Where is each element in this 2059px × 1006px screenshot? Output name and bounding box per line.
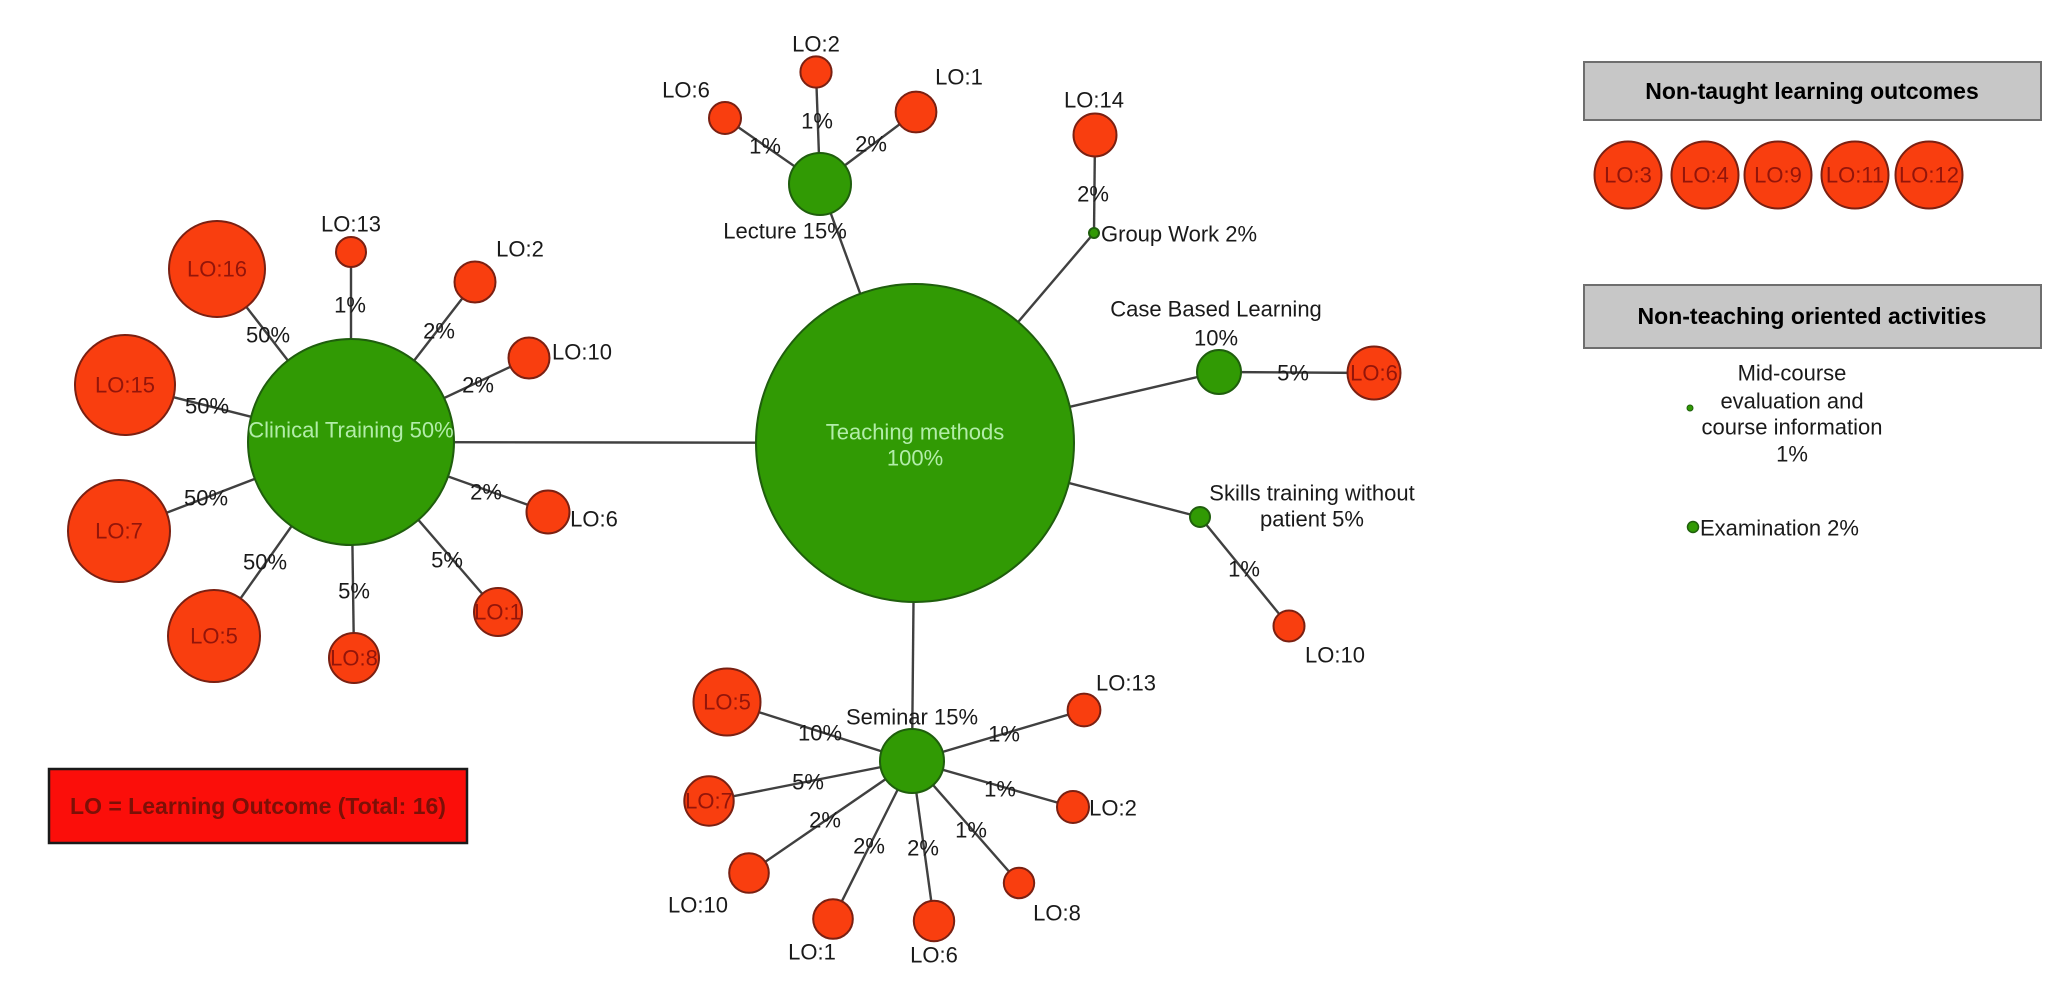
svg-text:2%: 2% [809,808,841,833]
svg-text:LO:10: LO:10 [552,340,612,365]
svg-text:50%: 50% [184,486,228,511]
svg-text:2%: 2% [853,834,885,859]
svg-text:LO:2: LO:2 [792,32,840,57]
svg-text:LO:13: LO:13 [321,212,381,237]
svg-text:Examination 2%: Examination 2% [1700,516,1859,541]
svg-text:5%: 5% [1277,361,1309,386]
svg-text:Non-teaching oriented activiti: Non-teaching oriented activities [1638,303,1987,329]
svg-text:LO:1: LO:1 [788,940,836,965]
svg-text:LO:5: LO:5 [190,624,238,649]
svg-text:LO:8: LO:8 [1033,901,1081,926]
svg-text:LO:7: LO:7 [95,519,143,544]
svg-text:1%: 1% [984,777,1016,802]
svg-text:1%: 1% [749,134,781,159]
svg-text:LO:5: LO:5 [703,690,751,715]
svg-text:1%: 1% [955,818,987,843]
svg-text:LO:14: LO:14 [1064,88,1124,113]
svg-text:LO:2: LO:2 [496,237,544,262]
svg-text:50%: 50% [185,394,229,419]
svg-text:1%: 1% [988,722,1020,747]
svg-text:Teaching methods: Teaching methods [826,420,1005,445]
svg-text:LO:6: LO:6 [570,507,618,532]
svg-text:2%: 2% [1077,182,1109,207]
svg-text:50%: 50% [243,550,287,575]
svg-text:LO:9: LO:9 [1754,163,1802,188]
svg-text:1%: 1% [1776,442,1808,467]
svg-text:Non-taught learning outcomes: Non-taught learning outcomes [1645,78,1979,104]
svg-text:evaluation and: evaluation and [1720,389,1863,414]
svg-text:LO = Learning Outcome (Total:: LO = Learning Outcome (Total: 16) [70,793,446,819]
svg-text:LO:15: LO:15 [95,373,155,398]
svg-text:2%: 2% [423,319,455,344]
svg-text:LO:4: LO:4 [1681,163,1729,188]
svg-text:Group Work 2%: Group Work 2% [1101,222,1257,247]
svg-text:Case Based Learning: Case Based Learning [1110,297,1322,322]
svg-text:Lecture 15%: Lecture 15% [723,219,847,244]
svg-text:2%: 2% [907,836,939,861]
svg-text:LO:3: LO:3 [1604,163,1652,188]
svg-text:LO:1: LO:1 [474,600,522,625]
svg-text:5%: 5% [338,579,370,604]
svg-text:2%: 2% [855,132,887,157]
svg-text:LO:11: LO:11 [1826,163,1884,188]
svg-text:1%: 1% [1228,557,1260,582]
svg-text:LO:6: LO:6 [662,78,710,103]
svg-text:5%: 5% [792,770,824,795]
svg-text:LO:16: LO:16 [187,257,247,282]
svg-text:LO:10: LO:10 [668,893,728,918]
svg-text:Mid-course: Mid-course [1738,361,1847,386]
svg-text:2%: 2% [470,480,502,505]
svg-text:10%: 10% [798,721,842,746]
svg-text:patient 5%: patient 5% [1260,507,1364,532]
svg-text:LO:12: LO:12 [1899,163,1959,188]
svg-text:2%: 2% [462,373,494,398]
svg-text:LO:7: LO:7 [685,789,733,814]
svg-text:50%: 50% [246,323,290,348]
svg-text:1%: 1% [334,293,366,318]
svg-text:LO:8: LO:8 [330,646,378,671]
svg-text:LO:1: LO:1 [935,65,983,90]
svg-text:Skills training without: Skills training without [1209,481,1414,506]
svg-text:LO:6: LO:6 [1350,361,1398,386]
svg-text:1%: 1% [801,109,833,134]
svg-text:LO:13: LO:13 [1096,671,1156,696]
svg-text:LO:10: LO:10 [1305,643,1365,668]
svg-text:Seminar 15%: Seminar 15% [846,705,978,730]
svg-text:LO:2: LO:2 [1089,796,1137,821]
svg-text:LO:6: LO:6 [910,943,958,968]
svg-text:Clinical Training 50%: Clinical Training 50% [248,418,453,443]
svg-text:100%: 100% [887,446,943,471]
svg-text:10%: 10% [1194,326,1238,351]
svg-text:course information: course information [1702,415,1883,440]
svg-text:5%: 5% [431,548,463,573]
